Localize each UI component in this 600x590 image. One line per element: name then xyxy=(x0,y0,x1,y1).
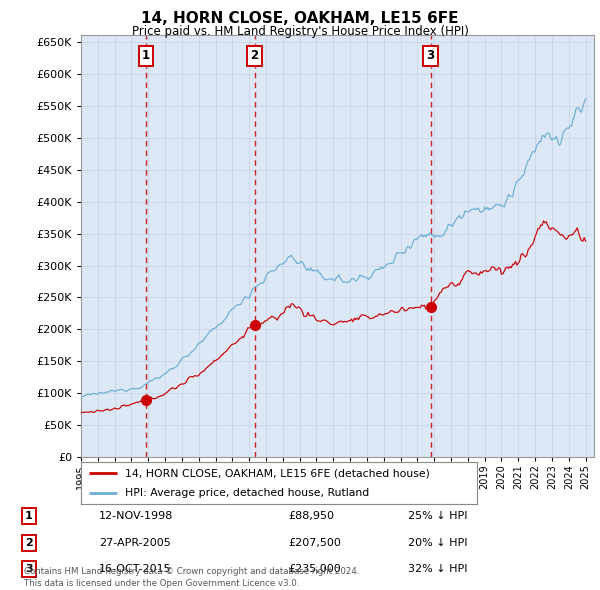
Text: 2: 2 xyxy=(25,538,32,548)
Text: 2: 2 xyxy=(251,50,259,63)
Text: 16-OCT-2015: 16-OCT-2015 xyxy=(99,565,172,574)
Text: £235,000: £235,000 xyxy=(288,565,341,574)
Text: £88,950: £88,950 xyxy=(288,512,334,521)
Text: 25% ↓ HPI: 25% ↓ HPI xyxy=(408,512,467,521)
Text: Price paid vs. HM Land Registry's House Price Index (HPI): Price paid vs. HM Land Registry's House … xyxy=(131,25,469,38)
Text: 3: 3 xyxy=(25,565,32,574)
Text: 14, HORN CLOSE, OAKHAM, LE15 6FE (detached house): 14, HORN CLOSE, OAKHAM, LE15 6FE (detach… xyxy=(125,468,430,478)
Text: 12-NOV-1998: 12-NOV-1998 xyxy=(99,512,173,521)
Text: 14, HORN CLOSE, OAKHAM, LE15 6FE: 14, HORN CLOSE, OAKHAM, LE15 6FE xyxy=(141,11,459,25)
Text: HPI: Average price, detached house, Rutland: HPI: Average price, detached house, Rutl… xyxy=(125,488,369,498)
Text: 20% ↓ HPI: 20% ↓ HPI xyxy=(408,538,467,548)
Text: 3: 3 xyxy=(427,50,435,63)
Text: 1: 1 xyxy=(25,512,32,521)
Text: 1: 1 xyxy=(142,50,150,63)
Text: 27-APR-2005: 27-APR-2005 xyxy=(99,538,171,548)
Text: Contains HM Land Registry data © Crown copyright and database right 2024.
This d: Contains HM Land Registry data © Crown c… xyxy=(24,568,359,588)
Text: 32% ↓ HPI: 32% ↓ HPI xyxy=(408,565,467,574)
Text: £207,500: £207,500 xyxy=(288,538,341,548)
